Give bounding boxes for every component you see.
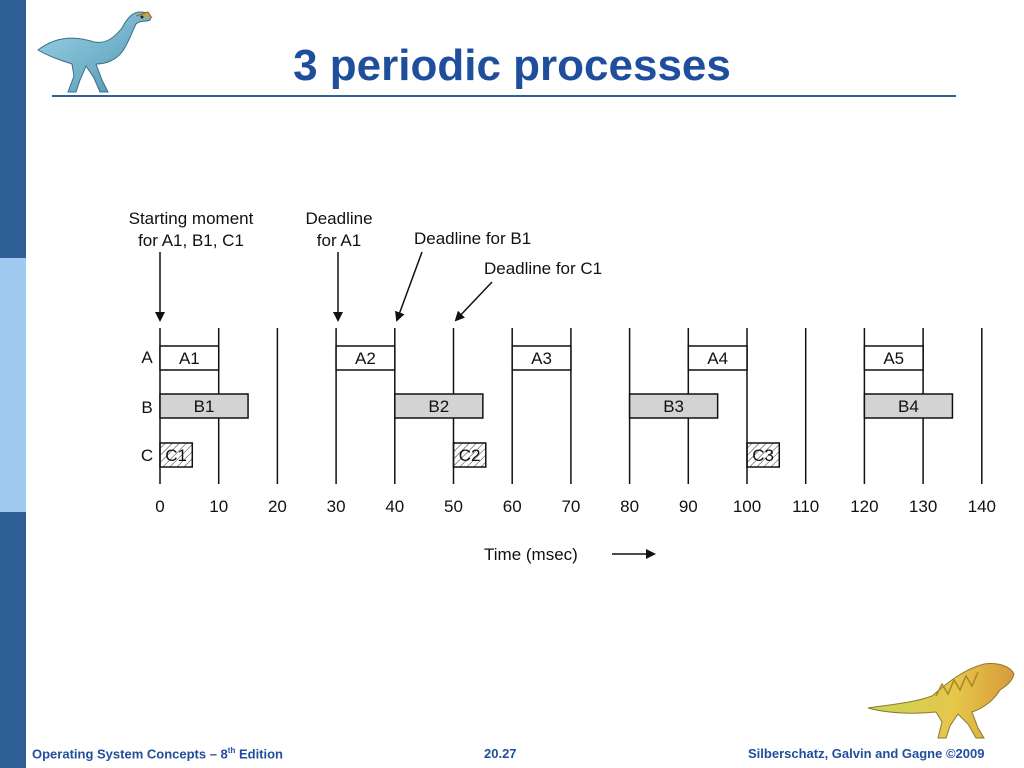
- job-label-b3: B3: [663, 397, 684, 416]
- job-block-c1: [159, 442, 194, 468]
- tick-label: 70: [561, 497, 580, 516]
- job-label-a5: A5: [883, 349, 904, 368]
- deadline-b1-arrow: [395, 251, 423, 322]
- job-block-a2: [335, 345, 396, 371]
- tick-label: 50: [444, 497, 463, 516]
- tick-label: 90: [679, 497, 698, 516]
- job-block-c2: [452, 442, 487, 468]
- job-block-b1: [159, 393, 249, 419]
- tick-label: 0: [155, 497, 164, 516]
- deadline-c1-arrow: [454, 281, 493, 322]
- tick-label: 30: [327, 497, 346, 516]
- annotation-start-line1: Starting moment: [129, 209, 254, 228]
- job-label-c2: C2: [459, 446, 481, 465]
- job-label-c3: C3: [752, 446, 774, 465]
- job-label-c1: C1: [165, 446, 187, 465]
- footer-course-prefix: Operating System Concepts – 8: [32, 746, 228, 762]
- time-axis-ticks: 0 10 20 30 40 50 60 70 80 90 100 110 120 130 140: [155, 497, 996, 516]
- footer-course-sup: th: [227, 746, 236, 755]
- job-label-a4: A4: [707, 349, 728, 368]
- job-block-b3: [628, 393, 719, 419]
- row-label-b: B: [141, 398, 152, 417]
- annotation-deadline-c1: Deadline for C1: [484, 259, 602, 278]
- footer-page-number: 20.27: [484, 746, 517, 761]
- footer-course-suffix: Edition: [235, 746, 284, 762]
- job-block-a5: [863, 345, 924, 371]
- tick-label: 120: [850, 497, 878, 516]
- job-block-c3: [746, 442, 781, 468]
- sidebar-highlight: [0, 258, 26, 512]
- row-label-a: A: [141, 348, 153, 367]
- title-underline: [52, 95, 956, 97]
- tick-label: 60: [503, 497, 522, 516]
- row-label-c: C: [141, 446, 153, 465]
- annotation-deadline-b1: Deadline for B1: [414, 229, 531, 248]
- tick-label: 10: [209, 497, 228, 516]
- job-block-a3: [511, 345, 572, 371]
- tick-label: 40: [385, 497, 404, 516]
- job-blocks: A1 A2 A3 A4 A5 B1 B2 B3 B4 C1 C2 C3: [159, 345, 954, 468]
- annotation-deadline-a1-line2: for A1: [317, 231, 361, 250]
- job-block-b4: [863, 393, 954, 419]
- job-block-a1: [159, 345, 220, 371]
- tick-label: 110: [792, 497, 819, 516]
- job-label-a1: A1: [179, 349, 200, 368]
- job-label-b1: B1: [194, 397, 215, 416]
- tick-label: 20: [268, 497, 287, 516]
- tick-label: 140: [968, 497, 996, 516]
- job-label-a2: A2: [355, 349, 376, 368]
- job-label-a3: A3: [531, 349, 552, 368]
- job-block-a4: [687, 345, 748, 371]
- footer-course-title: Operating System Concepts – 8th Edition: [32, 746, 283, 761]
- annotation-deadline-a1-line1: Deadline: [305, 209, 372, 228]
- tick-label: 80: [620, 497, 639, 516]
- page-title: 3 periodic processes: [293, 41, 731, 90]
- tick-label: 100: [733, 497, 761, 516]
- x-axis-label: Time (msec): [484, 545, 578, 564]
- job-block-b2: [394, 393, 484, 419]
- dinosaur-logo-top: [37, 11, 153, 93]
- periodic-process-timeline: Starting moment for A1, B1, C1 Deadline …: [129, 209, 996, 564]
- tick-label: 130: [909, 497, 937, 516]
- dinosaur-logo-bottom: [867, 663, 1015, 739]
- footer-copyright: Silberschatz, Galvin and Gagne ©2009: [748, 746, 985, 761]
- job-label-b2: B2: [428, 397, 449, 416]
- job-label-b4: B4: [898, 397, 919, 416]
- annotation-start-line2: for A1, B1, C1: [138, 231, 244, 250]
